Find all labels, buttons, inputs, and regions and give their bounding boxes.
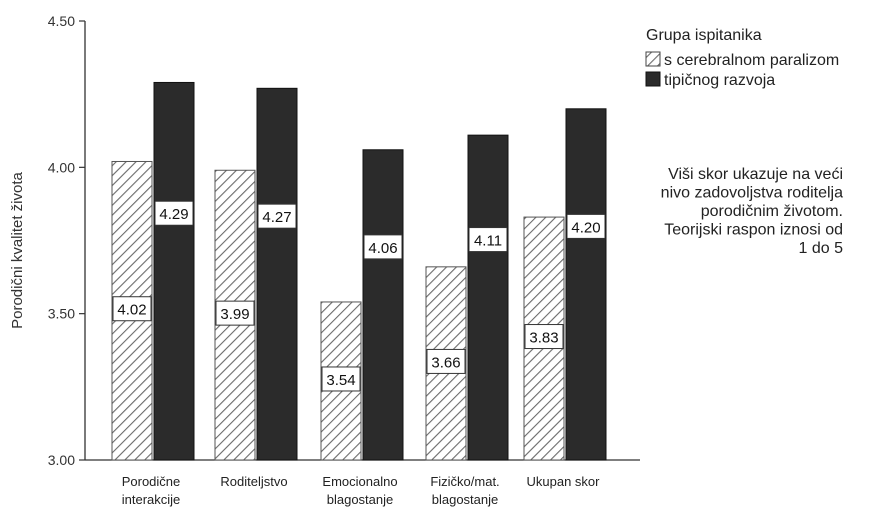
bar-typical-development: [467, 134, 509, 461]
annotation-line: 1 do 5: [799, 240, 844, 257]
value-label-cerebral-palsy: 3.99: [220, 306, 249, 323]
value-label-typical: 4.27: [262, 209, 291, 226]
value-label-cerebral-palsy-box: [524, 324, 564, 350]
value-label-typical: 4.11: [474, 233, 502, 250]
bar-typical-development: [153, 81, 195, 461]
value-label-typical-box: [154, 200, 194, 226]
y-axis-label: Porodični kvalitet života: [9, 171, 26, 328]
value-label-cerebral-palsy: 3.54: [326, 372, 355, 389]
legend-label-typical: tipičnog razvoja: [664, 72, 775, 89]
x-tick-label: blagostanje: [327, 492, 394, 507]
legend-label-cerebral-palsy: s cerebralnom paralizom: [664, 52, 839, 69]
bar-typical-development: [565, 108, 607, 461]
annotation-line: nivo zadovoljstva roditelja: [661, 185, 843, 202]
y-tick-label: 4.50: [48, 13, 75, 29]
value-label-cerebral-palsy: 3.83: [529, 330, 558, 347]
bar-typical-development: [256, 87, 298, 461]
y-tick-label: 3.00: [48, 452, 75, 468]
value-label-cerebral-palsy-box: [426, 348, 466, 374]
y-tick-label: 4.00: [48, 159, 75, 175]
legend-swatch-hatched: [645, 51, 661, 67]
value-label-cerebral-palsy: 4.02: [117, 302, 146, 319]
x-tick-label: Porodične: [122, 474, 181, 489]
y-tick-label: 3.50: [48, 306, 75, 322]
value-label-typical-box: [363, 234, 403, 260]
value-label-typical-box: [468, 227, 508, 253]
legend-swatch-solid: [645, 71, 661, 87]
value-label-typical: 4.29: [159, 206, 188, 223]
value-label-typical: 4.20: [571, 219, 600, 236]
value-label-typical-box: [566, 213, 606, 239]
bar-typical-development: [362, 149, 404, 461]
x-tick-label: Fizičko/mat.: [430, 474, 499, 489]
value-label-cerebral-palsy-box: [215, 300, 255, 326]
x-tick-label: Roditeljstvo: [220, 474, 287, 489]
annotation-line: porodičnim životom.: [701, 203, 843, 220]
x-tick-label: blagostanje: [432, 492, 499, 507]
annotation-line: Teorijski raspon iznosi od: [664, 222, 843, 239]
value-label-cerebral-palsy-box: [321, 366, 361, 392]
value-label-typical: 4.06: [368, 240, 397, 257]
x-tick-label: interakcije: [122, 492, 181, 507]
x-tick-label: Emocionalno: [322, 474, 397, 489]
value-label-typical-box: [257, 203, 297, 229]
value-label-cerebral-palsy: 3.66: [431, 354, 460, 371]
x-tick-label: Ukupan skor: [527, 474, 601, 489]
annotation-line: Viši skor ukazuje na veći: [668, 166, 843, 183]
value-label-cerebral-palsy-box: [112, 296, 152, 322]
legend-title: Grupa ispitanika: [646, 27, 762, 44]
